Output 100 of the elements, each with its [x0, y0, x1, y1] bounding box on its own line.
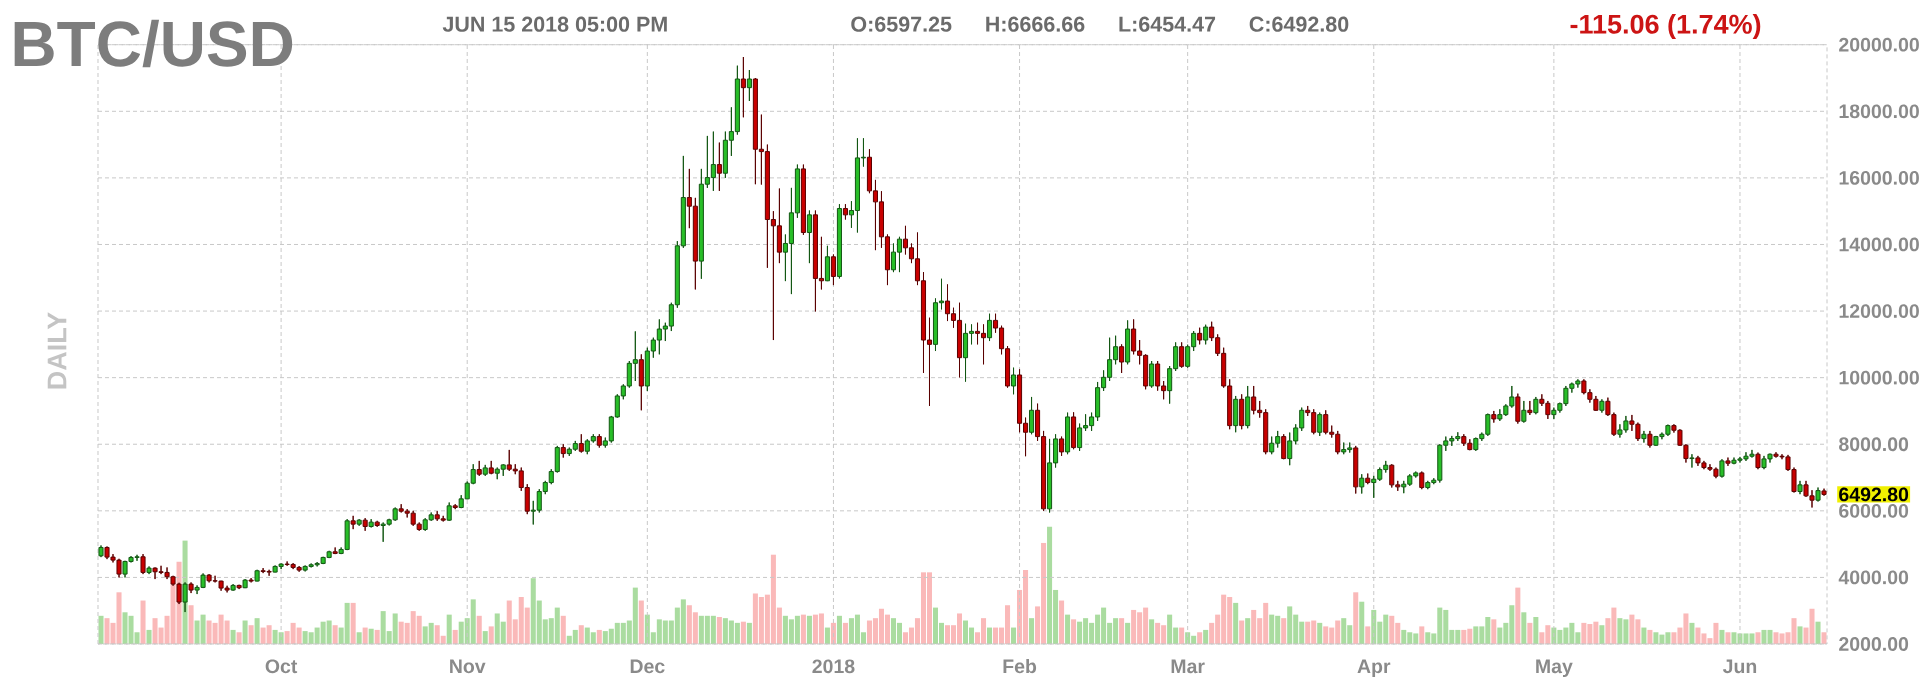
text: L:6454.47	[1119, 16, 1216, 32]
bar	[236, 632, 242, 645]
candlestick	[1527, 400, 1533, 416]
bar	[1059, 600, 1065, 645]
candlestick	[1071, 411, 1077, 450]
candlestick	[824, 245, 830, 282]
candlestick	[1515, 393, 1521, 425]
candlestick	[1353, 445, 1359, 495]
bar	[1179, 627, 1185, 645]
y-tick-label: 6000.00	[1839, 503, 1909, 518]
bar	[254, 618, 260, 645]
bar	[836, 615, 842, 645]
y-tick-label: 8000.00	[1839, 437, 1909, 452]
bar	[350, 602, 356, 645]
y-tick-label: 12000.00	[1839, 304, 1919, 318]
candlestick	[986, 313, 993, 342]
candlestick	[1419, 471, 1425, 490]
bar	[1233, 602, 1239, 645]
y-tick-label: 2000.00	[1839, 637, 1909, 651]
bar	[362, 627, 368, 645]
y-tick-label: 20000.00	[1839, 37, 1919, 52]
candlestick	[188, 581, 194, 594]
x-tick-label: Oct	[265, 659, 298, 674]
bar	[230, 629, 236, 645]
candlestick	[356, 518, 362, 527]
x-tick-label: Feb	[1003, 658, 1037, 674]
candlestick	[578, 433, 584, 454]
candlestick	[1491, 410, 1497, 424]
bar	[452, 629, 458, 645]
candlestick	[596, 433, 602, 449]
x-tick-label: May	[1536, 659, 1573, 678]
y-tick-label: 14000.00	[1839, 237, 1919, 252]
bar	[1119, 618, 1125, 645]
x-tick-label: Dec	[630, 659, 665, 674]
y-axis-title: DAILY	[47, 312, 67, 389]
bar	[1521, 612, 1527, 645]
x-tick-label: Nov	[450, 659, 486, 674]
candlestick	[806, 210, 812, 264]
bar	[1419, 626, 1425, 645]
candlestick	[1149, 360, 1155, 389]
annotation: 6492.80	[1839, 487, 1909, 502]
candlestick	[1725, 457, 1731, 467]
bar	[332, 625, 338, 645]
text: H:6666.66	[986, 16, 1085, 32]
bar	[1491, 619, 1497, 645]
bar	[1317, 622, 1323, 645]
candlestick	[1815, 487, 1821, 503]
candlestick	[482, 464, 488, 477]
bar	[356, 632, 362, 645]
candlestick	[1281, 433, 1287, 460]
candlestick	[332, 546, 338, 555]
bar	[1203, 629, 1209, 645]
candlestick	[1533, 396, 1539, 415]
candlestick	[1125, 319, 1131, 365]
candlestick	[1641, 430, 1647, 444]
x-tick-label: 2018	[812, 659, 855, 674]
candlestick	[146, 565, 152, 575]
bar	[800, 614, 806, 645]
candlestick	[560, 443, 566, 459]
candlestick	[452, 503, 458, 510]
candlestick	[1719, 458, 1725, 479]
bar	[740, 621, 746, 645]
bar	[482, 631, 488, 645]
y-tick-label: 10000.00	[1839, 370, 1919, 385]
bar	[1065, 614, 1071, 645]
text: O:6597.25	[851, 16, 952, 32]
candlestick	[1119, 343, 1125, 374]
candlestick	[242, 578, 248, 589]
candlestick	[1011, 367, 1017, 395]
candlestick	[488, 460, 494, 475]
bar	[1281, 618, 1287, 645]
bar	[1011, 627, 1017, 645]
candlestick	[1029, 396, 1035, 435]
candlestick	[1365, 473, 1371, 485]
candlestick	[746, 69, 752, 102]
candlestick	[1197, 327, 1203, 345]
candlestick	[248, 577, 254, 583]
candlestick	[830, 253, 836, 286]
candlestick	[236, 584, 242, 590]
bar	[140, 600, 146, 645]
bar	[1515, 587, 1521, 645]
bar	[1359, 601, 1365, 645]
candlestick	[1521, 400, 1527, 424]
bar	[1641, 627, 1647, 645]
bar	[1647, 629, 1653, 645]
x-tick-label: Jun	[1722, 659, 1757, 674]
bar	[1125, 622, 1131, 645]
chart-title: BTC/USD	[14, 19, 293, 68]
text: C:6492.80	[1249, 16, 1349, 32]
candlestick	[1233, 395, 1239, 433]
bar	[1239, 620, 1245, 645]
bar	[374, 629, 380, 645]
candlestick	[1317, 412, 1323, 437]
chart-subtitle: JUN 15 2018 05:00 PM	[442, 16, 667, 32]
candlestick	[1203, 324, 1209, 345]
bar	[638, 600, 644, 645]
candlestick	[638, 353, 644, 411]
bar	[146, 629, 152, 645]
bar	[476, 615, 482, 645]
x-tick-label: Mar	[1171, 659, 1205, 674]
